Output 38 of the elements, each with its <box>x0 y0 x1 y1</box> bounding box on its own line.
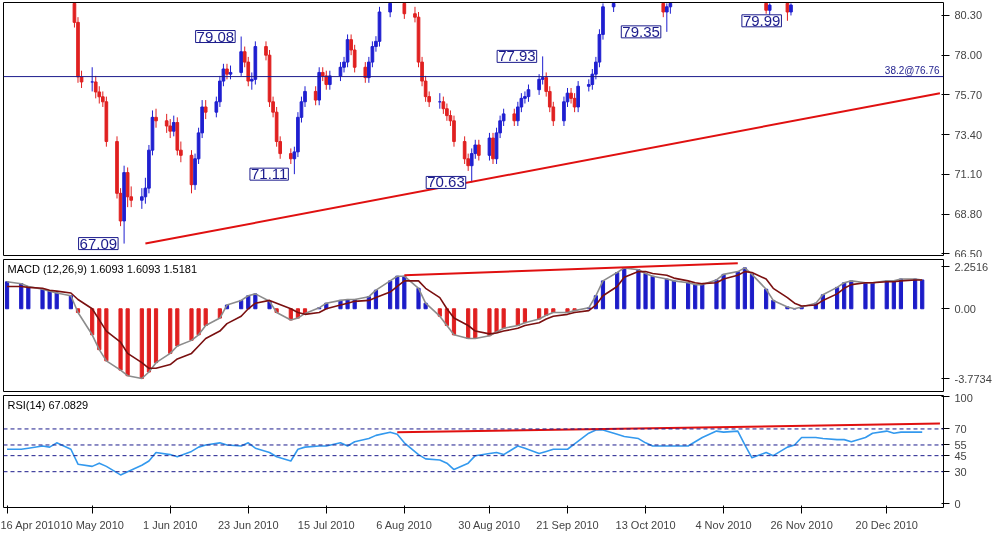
x-tick-label: 6 Aug 2010 <box>376 518 432 531</box>
x-tick-label: 1 Jun 2010 <box>143 518 198 531</box>
y-tick-label: 45 <box>954 449 967 462</box>
y-tick-label: 68.80 <box>954 208 983 221</box>
x-tick-label: 13 Oct 2010 <box>615 518 676 531</box>
x-tick-label: 20 Dec 2010 <box>855 518 918 531</box>
annotation: 79.35 <box>622 22 660 40</box>
y-tick-label: 80.30 <box>954 9 983 22</box>
x-tick-label: 16 Apr 2010 <box>0 518 60 531</box>
x-tick-label: 21 Sep 2010 <box>536 518 599 531</box>
y-tick-label: 100 <box>954 391 973 404</box>
annotation: 70.63 <box>427 173 465 191</box>
y-tick-label: -3.7734 <box>954 372 992 385</box>
y-tick-label: 30 <box>954 465 967 478</box>
annotation: 79.08 <box>196 27 235 45</box>
chart-title: RSI(14) 67.0829 <box>7 398 89 411</box>
y-tick-label: 70 <box>954 422 967 435</box>
y-tick-label: 0 <box>954 497 961 510</box>
y-tick-label: 73.40 <box>954 128 983 141</box>
y-tick-label: 55 <box>954 438 967 451</box>
annotation: 77.93 <box>498 47 536 65</box>
x-tick-label: 26 Nov 2010 <box>770 518 833 531</box>
x-tick-label: 4 Nov 2010 <box>695 518 752 531</box>
annotation: 67.09 <box>79 234 118 252</box>
annotation: 71.11 <box>250 165 288 183</box>
x-tick-label: 15 Jul 2010 <box>297 518 355 531</box>
ref-line-label: 38.2@76.76 <box>884 64 940 76</box>
x-tick-label: 10 May 2010 <box>60 518 124 531</box>
y-tick-label: 66.50 <box>954 247 983 260</box>
annotation: 79.99 <box>742 11 781 29</box>
chart-title: MACD (12,26,9) 1.6093 1.6093 1.5181 <box>7 262 198 275</box>
y-tick-label: 71.10 <box>954 168 983 181</box>
x-tick-label: 30 Aug 2010 <box>458 518 521 531</box>
x-tick-label: 23 Jun 2010 <box>217 518 279 531</box>
y-tick-label: 2.2516 <box>954 260 989 273</box>
y-tick-label: 78.00 <box>954 49 983 62</box>
y-tick-label: 75.70 <box>954 88 983 101</box>
y-tick-label: 0.00 <box>954 302 976 315</box>
